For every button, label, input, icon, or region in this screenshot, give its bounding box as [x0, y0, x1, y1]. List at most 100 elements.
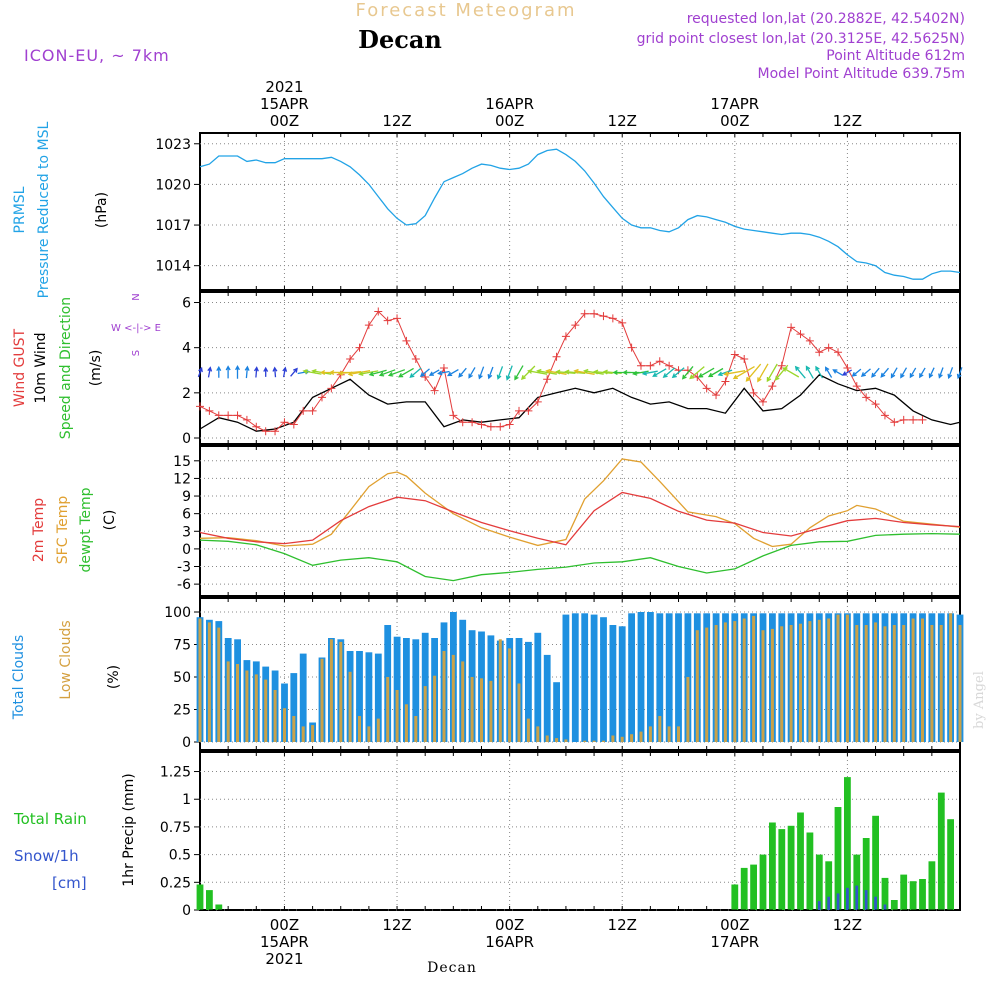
rain-bar — [862, 838, 870, 910]
low-cloud-bar — [339, 641, 343, 742]
rain-bar — [900, 874, 908, 910]
low-cloud-bar — [404, 704, 408, 742]
low-cloud-bar — [855, 625, 859, 742]
low-cloud-bar — [677, 726, 680, 742]
low-cloud-bar — [395, 690, 399, 742]
low-cloud-bar — [526, 718, 530, 742]
wind-direction-arrow — [782, 367, 800, 378]
low-cloud-bar — [292, 716, 296, 742]
clouds-ytick-label: 50 — [173, 670, 191, 686]
wind-direction-arrow — [956, 367, 963, 380]
wind-gust-marker — [214, 411, 223, 420]
total-cloud-bar — [581, 613, 589, 742]
snow-bar — [855, 885, 859, 910]
clouds-ytick-label: 0 — [182, 735, 191, 751]
total-cloud-bar — [609, 625, 617, 742]
low-cloud-bar — [733, 621, 737, 742]
wind-gust-marker — [909, 415, 918, 424]
total-cloud-bar — [412, 639, 420, 742]
low-cloud-bar — [723, 622, 727, 742]
low-cloud-bar — [311, 725, 315, 742]
low-cloud-bar — [583, 740, 587, 742]
wind-label-10m: 10m Wind — [33, 332, 49, 403]
wind-direction-arrow — [253, 366, 259, 378]
time-label-top: 00Z — [495, 112, 524, 130]
wind-gust-marker — [496, 422, 505, 431]
wind-gust-marker — [880, 411, 889, 420]
rain-bar — [909, 881, 917, 910]
time-label-top: 12Z — [382, 112, 411, 130]
wind-direction-arrow — [689, 366, 705, 380]
wind-direction-arrow — [235, 364, 240, 379]
low-cloud-bar — [667, 726, 671, 742]
time-label-top: 17APR — [710, 95, 759, 113]
wind-gust-marker — [421, 373, 430, 382]
wind-gust-marker — [327, 384, 336, 393]
wind-direction-arrow — [419, 368, 430, 377]
wind-direction-arrow — [717, 369, 733, 377]
rain-bar — [919, 879, 926, 910]
low-cloud-bar — [536, 726, 540, 742]
rain-bar — [206, 890, 213, 910]
precip-label-snow-unit: [cm] — [52, 874, 87, 892]
precip-label-snow: Snow/1h — [14, 847, 79, 865]
low-cloud-bar — [301, 726, 305, 742]
time-label-bottom: 17APR — [710, 933, 759, 951]
wind-gust-marker — [271, 427, 280, 436]
wind-gust-marker — [749, 388, 758, 397]
model-label: ICON-EU, ~ 7km — [24, 46, 170, 65]
low-cloud-bar — [442, 651, 446, 742]
wind-direction-arrow — [805, 365, 814, 379]
low-cloud-bar — [283, 708, 286, 742]
wind-direction-arrow — [592, 369, 613, 375]
wind-direction-arrow — [496, 366, 504, 380]
wind-label-speed-dir: Speed and Direction — [58, 297, 74, 439]
wind-direction-arrow — [723, 370, 746, 377]
wind-gust-marker — [430, 386, 439, 395]
wind-gust-marker — [571, 321, 580, 330]
wind-direction-arrow — [505, 365, 513, 381]
wind-direction-arrow — [652, 368, 667, 377]
time-label-top: 00Z — [270, 112, 299, 130]
wind-direction-arrow — [928, 367, 935, 379]
pressure-frame — [199, 132, 961, 291]
rain-bar — [759, 854, 767, 910]
wind-direction-arrow — [909, 367, 917, 379]
wind-direction-arrow — [880, 367, 889, 378]
rain-bar — [937, 792, 945, 910]
wind-gust-marker — [852, 382, 861, 391]
temperature-ytick-label: 0 — [182, 542, 191, 558]
total-cloud-bar — [637, 612, 645, 742]
wind-gust-marker — [261, 427, 270, 436]
wind-direction-arrow — [302, 369, 322, 375]
sfc-temp-line — [199, 458, 961, 548]
wind-label-unit: (m/s) — [88, 350, 104, 387]
wind-gust-marker — [655, 357, 664, 366]
wind-frame — [199, 291, 961, 445]
low-cloud-bar — [564, 739, 568, 742]
wind-direction-arrow — [573, 368, 595, 375]
rain-bar — [731, 884, 739, 910]
total-cloud-bar — [299, 653, 307, 742]
total-cloud-bar — [374, 653, 382, 742]
wind-direction-arrow — [671, 367, 685, 379]
time-label-bottom: 2021 — [265, 950, 303, 968]
low-cloud-bar — [480, 678, 483, 742]
wind-direction-arrow — [851, 368, 862, 377]
low-cloud-bar — [902, 625, 906, 742]
wind-gust-marker — [561, 332, 570, 341]
wind-direction-arrow — [527, 368, 548, 375]
low-cloud-bar — [770, 628, 774, 742]
low-cloud-bar — [367, 726, 371, 742]
wind-direction-arrow — [890, 367, 898, 379]
temperature-ytick-label: 15 — [173, 454, 191, 470]
wind-direction-arrow — [766, 363, 778, 383]
pressure-ytick-label: 1020 — [155, 177, 191, 193]
wind-gust-marker — [834, 348, 843, 357]
wind-gust-marker — [515, 406, 524, 415]
wind-direction-arrow — [437, 370, 450, 376]
wind-direction-arrow — [428, 369, 440, 376]
wind-10m-line — [199, 374, 961, 432]
total-cloud-bar — [571, 613, 579, 742]
